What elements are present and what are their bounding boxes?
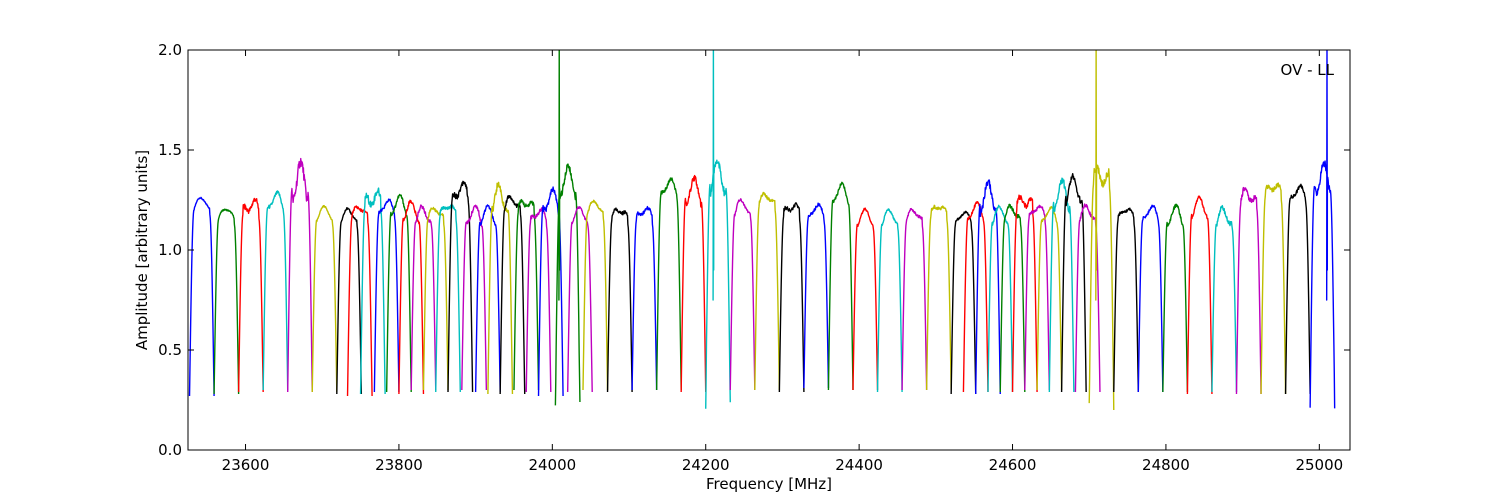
series-line [525, 206, 552, 393]
tick-layer: 23600 23800 24000 24200 24400 24600 24800 25000… [158, 41, 1350, 474]
series-line [237, 197, 264, 393]
x-tick-label: 23800 [375, 456, 423, 474]
x-tick-label: 24800 [1142, 456, 1190, 474]
series-line [1113, 207, 1140, 393]
y-tick-label: 0.0 [158, 441, 182, 459]
y-tick-label: 2.0 [158, 41, 182, 59]
series-line [606, 207, 633, 393]
series-line [754, 191, 781, 391]
series-line [359, 187, 386, 395]
series-line [566, 206, 593, 393]
series-line [1235, 186, 1262, 395]
series-line [447, 180, 474, 393]
series-line [1211, 204, 1238, 393]
series-line [852, 207, 879, 391]
x-tick-label: 24200 [682, 456, 730, 474]
series-line [336, 207, 363, 395]
series-line [1284, 183, 1311, 395]
series-layer [188, 50, 1336, 411]
series-line [901, 207, 928, 391]
series-line [311, 204, 338, 393]
x-tick-label: 24400 [835, 456, 883, 474]
series-line [1186, 195, 1213, 395]
series-line [778, 202, 805, 393]
series-line [487, 181, 514, 395]
y-tick-label: 1.0 [158, 241, 182, 259]
plot-frame [187, 49, 1351, 451]
series-line [1060, 173, 1087, 393]
series-line [422, 206, 449, 391]
series-line [385, 193, 412, 393]
series-line [950, 210, 977, 395]
series-line [680, 174, 707, 393]
series-line [188, 196, 215, 397]
series-line [435, 204, 461, 393]
series-line [287, 157, 313, 393]
series-line [582, 199, 609, 391]
series-line [1024, 204, 1051, 391]
series-line [1309, 50, 1336, 409]
x-tick-label: 24000 [528, 456, 576, 474]
series-line [729, 198, 756, 391]
series-line [962, 201, 989, 393]
series-line [474, 204, 501, 393]
series-line [1036, 205, 1063, 391]
x-axis-label: Frequency [MHz] [706, 475, 832, 493]
x-tick-label: 24600 [989, 456, 1037, 474]
series-line [1162, 203, 1189, 393]
series-line [705, 50, 731, 409]
series-line [655, 177, 682, 391]
series-line [410, 204, 437, 391]
series-line [1137, 204, 1164, 393]
series-line [876, 208, 903, 393]
series-line [999, 203, 1026, 393]
y-tick-label: 1.5 [158, 141, 182, 159]
series-line [987, 204, 1014, 393]
series-line [346, 205, 373, 397]
x-tick-label: 25000 [1295, 456, 1343, 474]
series-line [461, 204, 488, 391]
series-line [262, 190, 289, 391]
chart-annotation: OV - LL [1281, 61, 1335, 79]
series-line [631, 205, 658, 391]
series-line [398, 199, 425, 395]
series-line [1048, 177, 1075, 393]
series-line [803, 202, 830, 389]
y-axis-label: Amplitude [arbitrary units] [133, 150, 151, 350]
series-line [499, 194, 526, 395]
series-line [213, 208, 240, 395]
series-line [1088, 50, 1115, 411]
series-line [925, 204, 952, 391]
series-line [1260, 182, 1287, 395]
series-line [827, 181, 854, 391]
y-tick-label: 0.5 [158, 341, 182, 359]
series-line [373, 198, 400, 393]
x-tick-label: 23600 [222, 456, 270, 474]
series-line [554, 50, 581, 406]
series-line [1011, 194, 1038, 393]
